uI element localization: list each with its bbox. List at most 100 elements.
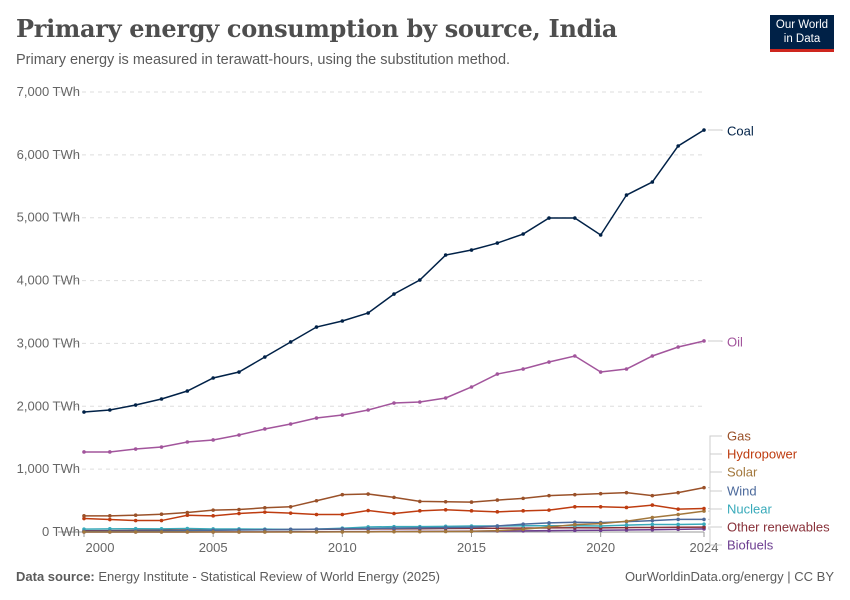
data-point (573, 522, 577, 527)
data-point (650, 522, 655, 527)
data-point (366, 492, 370, 496)
footer-link[interactable]: OurWorldinData.org/energy | CC BY (624, 569, 834, 584)
data-point (185, 530, 190, 534)
data-point (598, 370, 603, 374)
data-point (676, 517, 680, 522)
series-label: Wind (727, 484, 757, 499)
series-label: Gas (727, 429, 751, 444)
data-point (624, 525, 629, 530)
data-point (314, 416, 319, 420)
data-point (237, 507, 241, 512)
data-point (650, 518, 655, 523)
label-connector (708, 340, 723, 342)
data-point (237, 530, 241, 534)
data-point (288, 530, 293, 534)
data-point (573, 492, 577, 497)
data-point (340, 319, 345, 323)
data-point (108, 517, 112, 522)
data-point (650, 503, 655, 507)
data-point (469, 529, 474, 534)
data-point (340, 527, 345, 531)
data-point (573, 354, 577, 358)
data-point (392, 292, 396, 296)
series-label: Oil (727, 335, 743, 350)
data-point (573, 528, 577, 533)
data-point (288, 511, 293, 515)
data-point (702, 128, 706, 132)
owid-logo[interactable]: Our World in Data (770, 15, 834, 52)
data-point (469, 385, 474, 389)
data-point (392, 529, 396, 534)
data-point (159, 512, 164, 517)
data-point (624, 505, 629, 510)
y-tick-label: 1,000 TWh (17, 461, 80, 476)
data-point (469, 509, 474, 513)
data-point (495, 241, 500, 245)
data-point (288, 527, 293, 532)
data-point (676, 522, 680, 527)
x-tick-label: 2005 (199, 540, 228, 555)
label-connector (708, 435, 722, 489)
data-point (108, 450, 112, 454)
data-point (521, 522, 525, 526)
data-point (573, 504, 577, 509)
data-point (702, 517, 706, 522)
data-point (521, 232, 525, 236)
data-point (443, 253, 448, 257)
data-point (159, 445, 164, 449)
series-line-oil (84, 340, 705, 453)
x-tick-label: 2015 (457, 540, 486, 555)
data-point (82, 516, 86, 521)
data-point (521, 496, 525, 501)
y-tick-label: 3,000 TWh (17, 335, 80, 350)
data-point (650, 354, 655, 358)
x-tick-label: 2000 (86, 540, 115, 555)
data-point (263, 530, 267, 534)
data-point (108, 530, 112, 534)
data-point (263, 506, 267, 510)
data-point (676, 144, 680, 148)
data-point (82, 450, 86, 454)
data-point (392, 526, 396, 531)
data-point (521, 509, 525, 513)
data-point (702, 506, 706, 511)
y-tick-label: 0 TWh (42, 524, 80, 539)
series-label: Nuclear (727, 502, 772, 517)
data-point (314, 325, 319, 329)
data-point (676, 507, 680, 511)
data-point (185, 513, 190, 518)
data-point (676, 525, 680, 530)
data-point (418, 278, 422, 282)
data-point (598, 233, 603, 237)
y-tick-label: 6,000 TWh (17, 147, 80, 162)
data-point (469, 525, 474, 530)
data-point (366, 530, 370, 534)
data-point (521, 367, 525, 371)
data-point (573, 216, 577, 220)
source-text[interactable]: Energy Institute - Statistical Review of… (98, 569, 440, 584)
data-point (392, 511, 396, 516)
data-point (443, 508, 448, 512)
data-point (159, 518, 164, 523)
data-point (82, 530, 86, 534)
data-point (495, 510, 500, 514)
data-point (340, 530, 345, 534)
data-point (702, 485, 706, 490)
data-point (547, 525, 551, 529)
data-point (133, 518, 138, 523)
data-point (392, 495, 396, 500)
data-point (650, 180, 655, 184)
data-point (133, 447, 138, 451)
data-point (702, 509, 706, 513)
series-label: Solar (727, 465, 758, 480)
data-point (366, 508, 370, 513)
data-point (418, 526, 422, 530)
data-point (443, 529, 448, 534)
y-tick-label: 2,000 TWh (17, 398, 80, 413)
data-point (624, 490, 629, 495)
data-point (624, 523, 629, 527)
data-point (314, 527, 319, 531)
data-point (108, 408, 112, 412)
data-point (263, 510, 267, 514)
